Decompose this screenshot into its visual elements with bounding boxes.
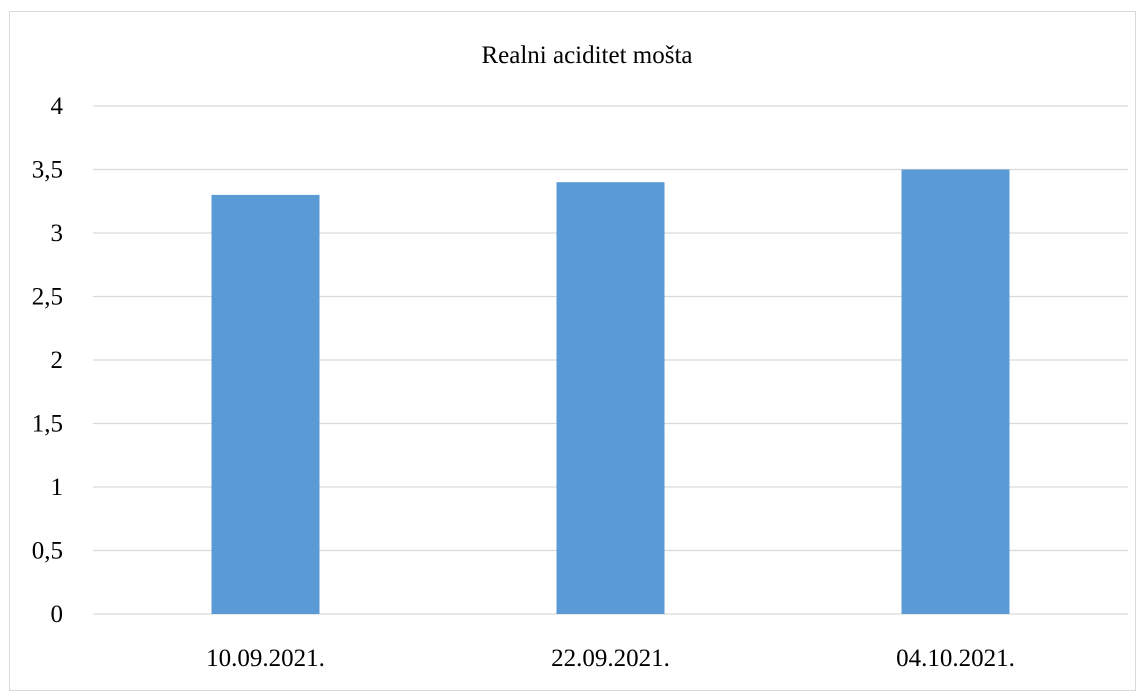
y-tick-label: 0 <box>51 601 64 628</box>
y-tick-label: 0,5 <box>32 538 63 565</box>
x-axis-tick-labels: 10.09.2021. 22.09.2021. 04.10.2021. <box>206 645 1015 672</box>
bars <box>211 169 1010 614</box>
bar <box>211 194 320 614</box>
y-tick-label: 3 <box>51 220 64 247</box>
y-tick-label: 3,5 <box>32 157 63 184</box>
y-tick-label: 1 <box>51 474 64 501</box>
chart-title: Realni aciditet mošta <box>481 42 692 69</box>
y-tick-label: 4 <box>51 93 64 120</box>
bar <box>556 182 665 614</box>
y-tick-label: 1,5 <box>32 411 63 438</box>
x-tick-label: 04.10.2021. <box>896 645 1015 672</box>
x-tick-label: 10.09.2021. <box>206 645 325 672</box>
bar <box>901 169 1010 614</box>
x-tick-label: 22.09.2021. <box>551 645 670 672</box>
y-tick-label: 2 <box>51 347 64 374</box>
y-axis-tick-labels: 0 0,5 1 1,5 2 2,5 3 3,5 4 <box>32 93 64 628</box>
y-tick-label: 2,5 <box>32 284 63 311</box>
